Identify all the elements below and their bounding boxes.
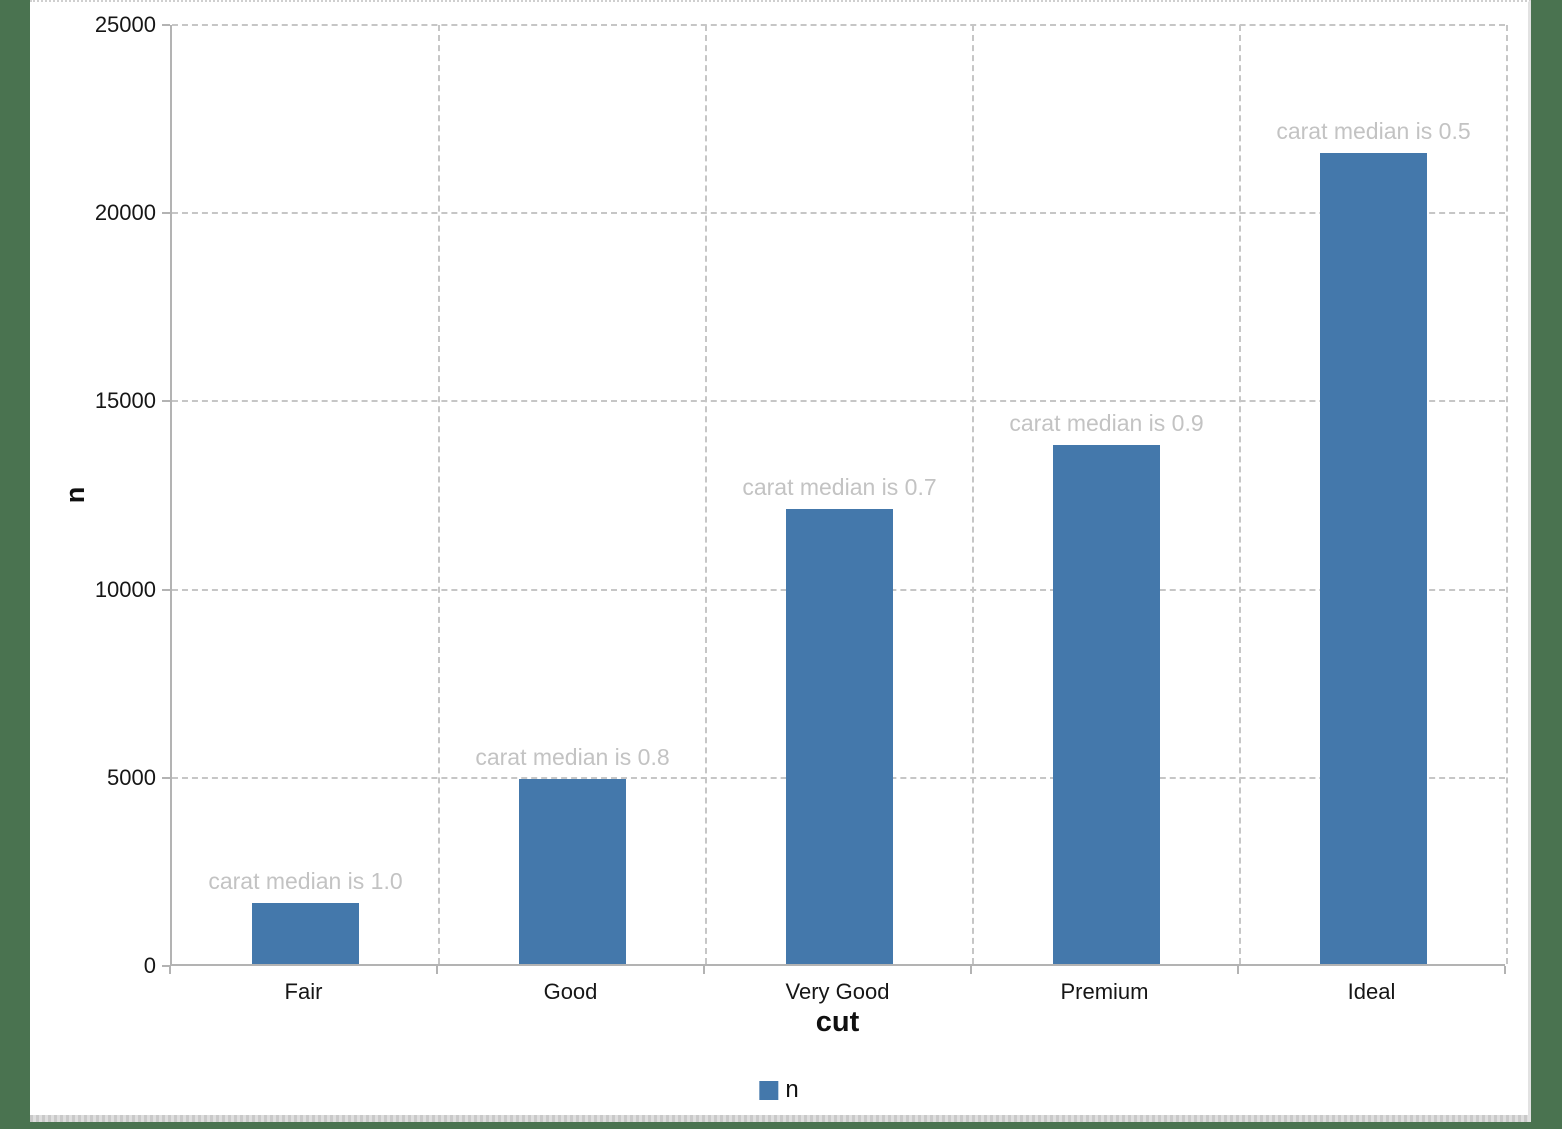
y-tick-mark [162,24,170,26]
x-tick-mark [703,966,705,974]
bar-annotation: carat median is 0.9 [1009,409,1204,436]
bar-annotation: carat median is 0.8 [475,744,670,771]
y-tick-mark [162,588,170,591]
chart-panel: carat median is 1.0 carat median is 0.8 ca… [30,0,1531,1122]
y-gridline [172,212,1505,215]
y-tick-mark [162,965,170,967]
y-axis-title: n [59,486,90,504]
x-tick-mark [1504,966,1506,974]
y-tick-label: 20000 [94,200,156,226]
x-tick-mark [436,966,438,974]
x-tick-mark [970,966,972,974]
y-tick-mark [162,776,170,779]
x-axis-label: Ideal [1347,979,1396,1004]
bar-annotation: carat median is 0.7 [742,474,937,501]
y-tick-label: 25000 [94,12,156,37]
x-axis-label: Premium [1060,979,1149,1004]
x-gridline [705,25,707,964]
y-tick-label: 15000 [94,388,156,414]
y-gridline [172,24,1505,26]
bar-fair [252,903,359,964]
x-tick-mark [1237,966,1239,974]
horizontal-scrollbar[interactable] [30,1115,1528,1122]
bar-annotation: carat median is 1.0 [208,868,403,895]
bar-annotation: carat median is 0.5 [1276,117,1471,144]
x-gridline [438,25,440,964]
bar-good [519,779,626,964]
x-axis-title: cut [815,1006,860,1038]
y-tick-mark [162,212,170,215]
legend-swatch [759,1080,779,1100]
legend: n [759,1076,799,1104]
x-gridline [1506,25,1508,964]
x-gridline [972,25,974,964]
x-axis-label: Fair [284,979,323,1004]
bar-very-good [786,509,893,964]
y-tick-mark [162,400,170,403]
y-tick-label: 0 [143,953,156,978]
x-axis-label: Very Good [785,979,890,1004]
y-tick-label: 5000 [107,764,156,790]
bar-ideal [1320,152,1427,964]
bar-premium [1053,444,1160,964]
y-tick-label: 10000 [94,576,156,602]
plot-area: carat median is 1.0 carat median is 0.8 ca… [170,24,1508,966]
y-gridline [172,400,1505,403]
x-axis-label: Good [543,979,598,1004]
x-tick-mark [169,966,171,974]
legend-label: n [785,1076,799,1103]
x-gridline [1239,25,1241,964]
